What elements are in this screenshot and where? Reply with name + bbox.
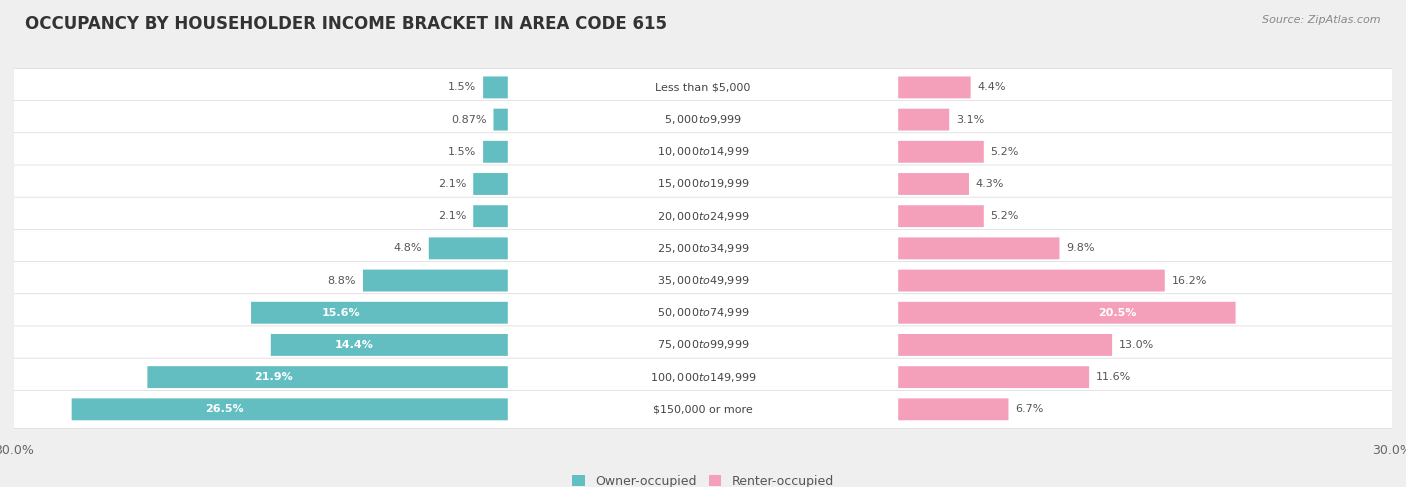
Text: 1.5%: 1.5% <box>449 147 477 157</box>
FancyBboxPatch shape <box>898 334 1112 356</box>
Text: 15.6%: 15.6% <box>322 308 360 318</box>
Text: $15,000 to $19,999: $15,000 to $19,999 <box>657 177 749 190</box>
Text: 26.5%: 26.5% <box>205 404 243 414</box>
Text: $5,000 to $9,999: $5,000 to $9,999 <box>664 113 742 126</box>
FancyBboxPatch shape <box>898 398 1008 420</box>
Text: 4.3%: 4.3% <box>976 179 1004 189</box>
Text: 3.1%: 3.1% <box>956 114 984 125</box>
FancyBboxPatch shape <box>898 302 1236 324</box>
FancyBboxPatch shape <box>148 366 508 388</box>
FancyBboxPatch shape <box>11 165 1395 203</box>
FancyBboxPatch shape <box>898 270 1164 292</box>
FancyBboxPatch shape <box>11 294 1395 332</box>
Text: 5.2%: 5.2% <box>991 147 1019 157</box>
Text: $50,000 to $74,999: $50,000 to $74,999 <box>657 306 749 319</box>
FancyBboxPatch shape <box>898 173 969 195</box>
Text: 2.1%: 2.1% <box>439 211 467 221</box>
Text: $20,000 to $24,999: $20,000 to $24,999 <box>657 210 749 223</box>
Text: 8.8%: 8.8% <box>328 276 356 285</box>
FancyBboxPatch shape <box>898 366 1090 388</box>
Text: $10,000 to $14,999: $10,000 to $14,999 <box>657 145 749 158</box>
Text: 21.9%: 21.9% <box>254 372 292 382</box>
Text: Source: ZipAtlas.com: Source: ZipAtlas.com <box>1263 15 1381 25</box>
Text: 20.5%: 20.5% <box>1098 308 1136 318</box>
FancyBboxPatch shape <box>11 101 1395 139</box>
FancyBboxPatch shape <box>484 141 508 163</box>
Text: 11.6%: 11.6% <box>1097 372 1132 382</box>
Text: 16.2%: 16.2% <box>1171 276 1208 285</box>
FancyBboxPatch shape <box>11 262 1395 300</box>
Text: $25,000 to $34,999: $25,000 to $34,999 <box>657 242 749 255</box>
FancyBboxPatch shape <box>898 76 970 98</box>
Text: 13.0%: 13.0% <box>1119 340 1154 350</box>
Text: 0.87%: 0.87% <box>451 114 486 125</box>
Text: 4.4%: 4.4% <box>977 82 1007 93</box>
FancyBboxPatch shape <box>11 326 1395 364</box>
FancyBboxPatch shape <box>11 68 1395 106</box>
FancyBboxPatch shape <box>72 398 508 420</box>
Text: 6.7%: 6.7% <box>1015 404 1043 414</box>
Text: OCCUPANCY BY HOUSEHOLDER INCOME BRACKET IN AREA CODE 615: OCCUPANCY BY HOUSEHOLDER INCOME BRACKET … <box>25 15 668 33</box>
FancyBboxPatch shape <box>474 173 508 195</box>
Text: 4.8%: 4.8% <box>394 244 422 253</box>
FancyBboxPatch shape <box>484 76 508 98</box>
Text: Less than $5,000: Less than $5,000 <box>655 82 751 93</box>
FancyBboxPatch shape <box>271 334 508 356</box>
Text: 1.5%: 1.5% <box>449 82 477 93</box>
FancyBboxPatch shape <box>898 238 1060 259</box>
FancyBboxPatch shape <box>898 109 949 131</box>
FancyBboxPatch shape <box>11 197 1395 235</box>
FancyBboxPatch shape <box>898 205 984 227</box>
Text: $100,000 to $149,999: $100,000 to $149,999 <box>650 371 756 384</box>
FancyBboxPatch shape <box>11 358 1395 396</box>
Text: 5.2%: 5.2% <box>991 211 1019 221</box>
Text: $35,000 to $49,999: $35,000 to $49,999 <box>657 274 749 287</box>
Text: 14.4%: 14.4% <box>335 340 373 350</box>
FancyBboxPatch shape <box>11 391 1395 429</box>
FancyBboxPatch shape <box>363 270 508 292</box>
Text: 9.8%: 9.8% <box>1066 244 1095 253</box>
FancyBboxPatch shape <box>252 302 508 324</box>
Text: 2.1%: 2.1% <box>439 179 467 189</box>
Text: $150,000 or more: $150,000 or more <box>654 404 752 414</box>
FancyBboxPatch shape <box>11 229 1395 267</box>
FancyBboxPatch shape <box>494 109 508 131</box>
Text: $75,000 to $99,999: $75,000 to $99,999 <box>657 338 749 352</box>
Legend: Owner-occupied, Renter-occupied: Owner-occupied, Renter-occupied <box>568 470 838 487</box>
FancyBboxPatch shape <box>474 205 508 227</box>
FancyBboxPatch shape <box>898 141 984 163</box>
FancyBboxPatch shape <box>429 238 508 259</box>
FancyBboxPatch shape <box>11 133 1395 171</box>
